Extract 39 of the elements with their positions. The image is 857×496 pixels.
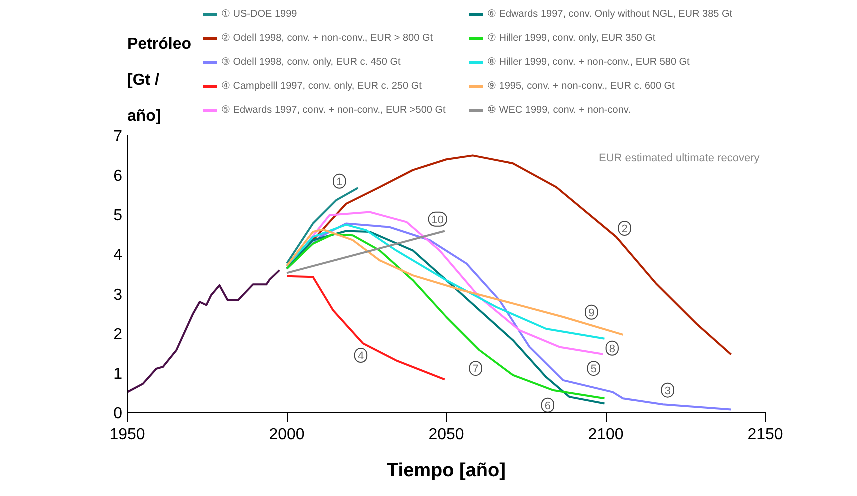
y-tick-label: 1 (114, 366, 123, 383)
y-tick-label: 7 (114, 128, 123, 146)
annotation: 3 (664, 385, 671, 398)
annotation: 6 (544, 400, 552, 412)
legend-label: ⑥ Edwards 1997, conv. Only without NGL, EUR 385 Gt (488, 9, 733, 20)
y-tick-label: 5 (114, 208, 123, 225)
legend-label: ⑦ Hiller 1999, conv. only, EUR 350 Gt (488, 33, 656, 44)
annotation: 1 (336, 176, 343, 188)
line-series (128, 269, 281, 394)
x-tick-label: 2000 (269, 426, 305, 444)
x-tick-label: 2150 (748, 426, 784, 444)
annotation: 5 (590, 364, 597, 376)
legend-label: ⑤ Edwards 1997, conv. + non-conv., EUR >500 Gt (222, 105, 446, 116)
y-axis-title: Petróleo [Gt / año] (128, 36, 192, 125)
annotation: 9 (588, 307, 595, 320)
annotation: 8 (609, 343, 616, 356)
x-tick-label: 2050 (428, 426, 464, 444)
legend-label: ② Odell 1998, conv. + non-conv., EUR > 800 Gt (222, 33, 434, 44)
legend-label: ⑧ Hiller 1999, conv. + non-conv., EUR 580 Gt (488, 57, 690, 68)
annotation: 4 (358, 350, 364, 363)
y-tick-label: 6 (114, 168, 123, 186)
annotation: 2 (622, 223, 628, 236)
annotation: EUR estimated ultimate recovery (598, 152, 760, 164)
legend-label: ③ Odell 1998, conv. only, EUR c. 450 Gt (222, 57, 401, 68)
x-tick-label: 2100 (588, 426, 624, 444)
legend-label: ① US-DOE 1999 (222, 9, 298, 20)
y-tick-label: 4 (114, 247, 123, 264)
x-axis-title: Tiempo [año] (387, 460, 506, 482)
annotation: 10 (432, 214, 444, 226)
annotation: 7 (472, 364, 479, 376)
legend-label: ⑩ WEC 1999, conv. + non-conv. (488, 105, 631, 116)
y-tick-label: 3 (114, 286, 123, 304)
legend-label: ④ Campbelll 1997, conv. only, EUR c. 250 Gt (222, 81, 422, 92)
y-tick-label: 0 (114, 406, 123, 422)
legend-label: ⑨ 1995, conv. + non-conv., EUR c. 600 Gt (488, 81, 676, 92)
y-tick-label: 2 (114, 326, 123, 344)
line-series (286, 275, 446, 381)
x-tick-label: 1950 (110, 426, 146, 444)
line-series (286, 187, 360, 265)
